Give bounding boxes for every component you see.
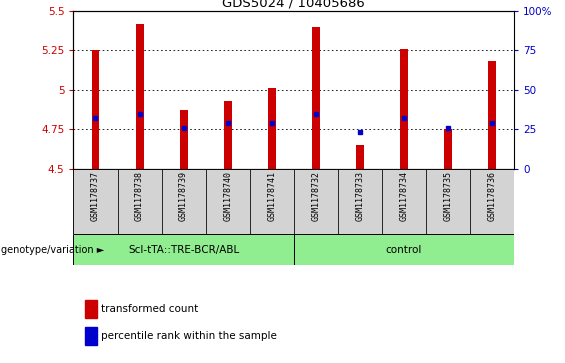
Bar <box>73 234 294 265</box>
Text: GSM1178739: GSM1178739 <box>179 171 188 221</box>
Bar <box>312 26 320 169</box>
Bar <box>294 169 338 234</box>
Text: genotype/variation ►: genotype/variation ► <box>1 245 104 254</box>
Text: GSM1178736: GSM1178736 <box>488 171 497 221</box>
Title: GDS5024 / 10405686: GDS5024 / 10405686 <box>223 0 365 10</box>
Bar <box>180 110 188 169</box>
Text: GSM1178734: GSM1178734 <box>399 171 408 221</box>
Text: GSM1178738: GSM1178738 <box>135 171 144 221</box>
Bar <box>206 169 250 234</box>
Bar <box>400 49 408 169</box>
Bar <box>224 101 232 169</box>
Text: control: control <box>386 245 422 254</box>
Text: GSM1178740: GSM1178740 <box>223 171 232 221</box>
Bar <box>73 169 118 234</box>
Bar <box>338 169 382 234</box>
Bar <box>162 169 206 234</box>
Text: ScI-tTA::TRE-BCR/ABL: ScI-tTA::TRE-BCR/ABL <box>128 245 239 254</box>
Bar <box>382 169 426 234</box>
Text: transformed count: transformed count <box>101 304 198 314</box>
Text: percentile rank within the sample: percentile rank within the sample <box>101 331 276 341</box>
Bar <box>268 88 276 169</box>
Bar <box>294 234 514 265</box>
Text: GSM1178732: GSM1178732 <box>311 171 320 221</box>
Bar <box>444 129 452 169</box>
Bar <box>356 145 364 169</box>
Bar <box>118 169 162 234</box>
Text: GSM1178737: GSM1178737 <box>91 171 100 221</box>
Text: GSM1178741: GSM1178741 <box>267 171 276 221</box>
Text: GSM1178733: GSM1178733 <box>355 171 364 221</box>
Bar <box>250 169 294 234</box>
Bar <box>470 169 514 234</box>
Bar <box>136 24 144 169</box>
Bar <box>426 169 470 234</box>
Bar <box>488 61 496 169</box>
Text: GSM1178735: GSM1178735 <box>444 171 453 221</box>
Bar <box>92 50 99 169</box>
